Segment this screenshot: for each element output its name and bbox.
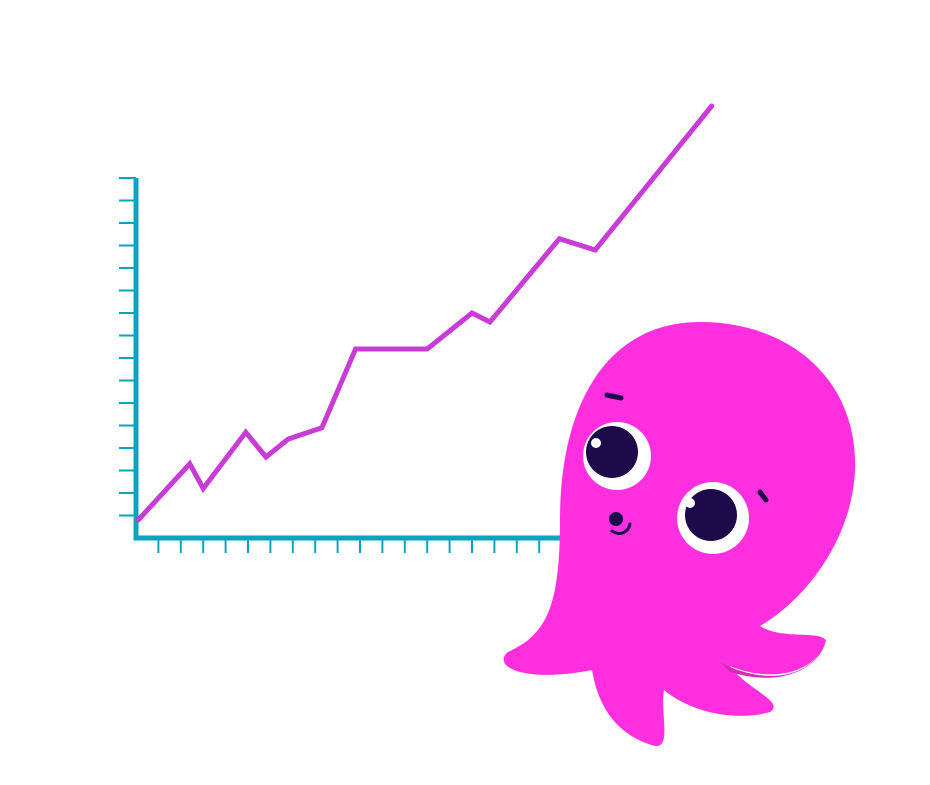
octopus-body — [503, 322, 856, 747]
mouth — [609, 512, 623, 526]
smile — [610, 522, 632, 535]
data-line — [135, 103, 715, 523]
eye-pupil — [586, 426, 638, 478]
eyebrow — [604, 392, 624, 401]
eye-highlight — [685, 498, 695, 508]
eyebrow — [757, 489, 769, 503]
eye-pupil — [685, 489, 737, 541]
eye-highlight — [591, 438, 601, 448]
chart — [119, 103, 715, 553]
octopus — [503, 322, 856, 747]
